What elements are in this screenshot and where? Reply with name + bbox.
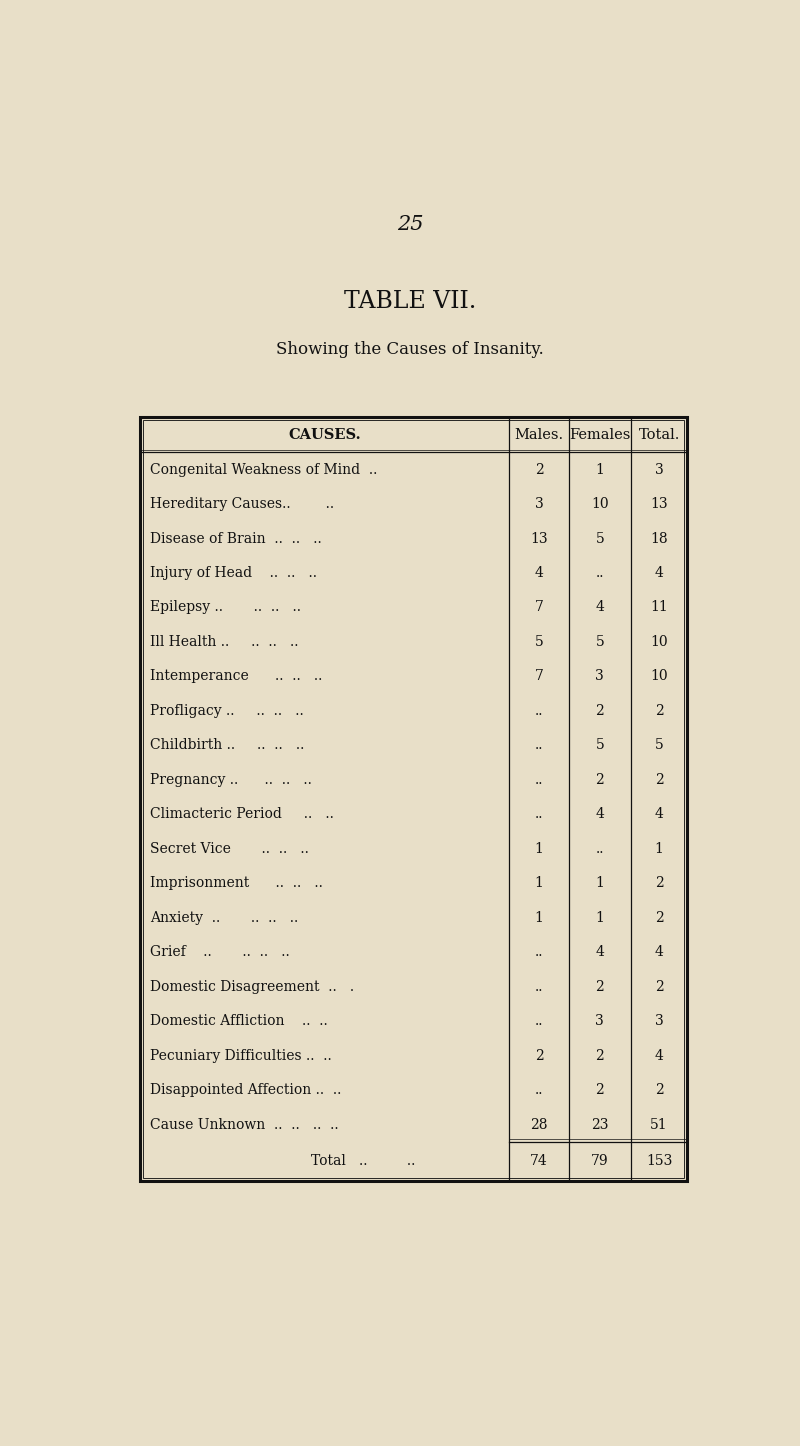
Text: 3: 3 <box>534 497 543 510</box>
Text: 2: 2 <box>654 911 663 925</box>
Text: 2: 2 <box>595 704 604 719</box>
Text: ..: .. <box>534 1015 543 1028</box>
Text: Epilepsy ..       ..  ..   ..: Epilepsy .. .. .. .. <box>150 600 302 615</box>
Text: Pecuniary Difficulties ..  ..: Pecuniary Difficulties .. .. <box>150 1048 332 1063</box>
Text: 1: 1 <box>534 842 543 856</box>
Text: 18: 18 <box>650 532 668 545</box>
Text: 11: 11 <box>650 600 668 615</box>
Text: Intemperance      ..  ..   ..: Intemperance .. .. .. <box>150 669 322 684</box>
Text: 1: 1 <box>595 463 604 477</box>
Bar <box>140 416 687 1181</box>
Text: 2: 2 <box>595 980 604 993</box>
Text: ..: .. <box>534 774 543 787</box>
Text: 2: 2 <box>595 774 604 787</box>
Text: 2: 2 <box>654 876 663 891</box>
Text: 13: 13 <box>650 497 668 510</box>
Text: Childbirth ..     ..  ..   ..: Childbirth .. .. .. .. <box>150 739 305 752</box>
Text: ..: .. <box>534 807 543 821</box>
Text: TABLE VII.: TABLE VII. <box>344 289 476 312</box>
Text: 79: 79 <box>591 1154 609 1168</box>
Text: 28: 28 <box>530 1118 548 1132</box>
Text: 1: 1 <box>654 842 664 856</box>
Text: Males.: Males. <box>514 428 563 441</box>
Text: 5: 5 <box>595 739 604 752</box>
Text: Secret Vice       ..  ..   ..: Secret Vice .. .. .. <box>150 842 310 856</box>
Text: 7: 7 <box>534 600 543 615</box>
Text: ..: .. <box>596 565 604 580</box>
Text: 4: 4 <box>595 600 604 615</box>
Text: 3: 3 <box>654 463 663 477</box>
Text: Pregnancy ..      ..  ..   ..: Pregnancy .. .. .. .. <box>150 774 312 787</box>
Text: 4: 4 <box>654 1048 664 1063</box>
Text: Congenital Weakness of Mind  ..: Congenital Weakness of Mind .. <box>150 463 378 477</box>
Text: Disappointed Affection ..  ..: Disappointed Affection .. .. <box>150 1083 342 1098</box>
Text: 1: 1 <box>534 911 543 925</box>
Text: 153: 153 <box>646 1154 672 1168</box>
Text: 4: 4 <box>595 946 604 960</box>
Text: 2: 2 <box>534 1048 543 1063</box>
Text: CAUSES.: CAUSES. <box>289 428 361 441</box>
Text: 5: 5 <box>534 635 543 649</box>
Text: ..: .. <box>596 842 604 856</box>
Text: 5: 5 <box>595 532 604 545</box>
Text: Ill Health ..     ..  ..   ..: Ill Health .. .. .. .. <box>150 635 299 649</box>
Text: 13: 13 <box>530 532 548 545</box>
Text: 2: 2 <box>595 1083 604 1098</box>
Text: 10: 10 <box>591 497 609 510</box>
Text: ..: .. <box>534 946 543 960</box>
Text: ..: .. <box>534 1083 543 1098</box>
Text: 1: 1 <box>595 876 604 891</box>
Text: ..: .. <box>534 980 543 993</box>
Text: 4: 4 <box>534 565 543 580</box>
Text: 74: 74 <box>530 1154 548 1168</box>
Text: Hereditary Causes..        ..: Hereditary Causes.. .. <box>150 497 334 510</box>
Text: Anxiety  ..       ..  ..   ..: Anxiety .. .. .. .. <box>150 911 298 925</box>
Text: Total   ..         ..: Total .. .. <box>311 1154 416 1168</box>
Text: Imprisonment      ..  ..   ..: Imprisonment .. .. .. <box>150 876 323 891</box>
Text: Total.: Total. <box>638 428 680 441</box>
Text: 2: 2 <box>654 704 663 719</box>
Text: 2: 2 <box>654 1083 663 1098</box>
Text: 10: 10 <box>650 635 668 649</box>
Text: 3: 3 <box>595 669 604 684</box>
Text: 2: 2 <box>654 980 663 993</box>
Text: 7: 7 <box>534 669 543 684</box>
Text: 23: 23 <box>591 1118 609 1132</box>
Text: ..: .. <box>534 739 543 752</box>
Text: 51: 51 <box>650 1118 668 1132</box>
Text: 3: 3 <box>654 1015 663 1028</box>
Text: ..: .. <box>534 704 543 719</box>
Text: Profligacy ..     ..  ..   ..: Profligacy .. .. .. .. <box>150 704 304 719</box>
Text: 3: 3 <box>595 1015 604 1028</box>
Text: Domestic Disagreement  ..   .: Domestic Disagreement .. . <box>150 980 354 993</box>
Text: 10: 10 <box>650 669 668 684</box>
Text: Disease of Brain  ..  ..   ..: Disease of Brain .. .. .. <box>150 532 322 545</box>
Text: 2: 2 <box>534 463 543 477</box>
Text: Grief    ..       ..  ..   ..: Grief .. .. .. .. <box>150 946 290 960</box>
Text: Females: Females <box>569 428 630 441</box>
Text: Injury of Head    ..  ..   ..: Injury of Head .. .. .. <box>150 565 318 580</box>
Text: 1: 1 <box>534 876 543 891</box>
Text: 4: 4 <box>595 807 604 821</box>
Text: 25: 25 <box>397 215 423 234</box>
Text: 4: 4 <box>654 565 664 580</box>
Text: 4: 4 <box>654 946 664 960</box>
Text: 5: 5 <box>595 635 604 649</box>
Text: 4: 4 <box>654 807 664 821</box>
Text: 1: 1 <box>595 911 604 925</box>
Text: Cause Unknown  ..  ..   ..  ..: Cause Unknown .. .. .. .. <box>150 1118 339 1132</box>
Text: 2: 2 <box>654 774 663 787</box>
Bar <box>143 419 684 1177</box>
Text: Showing the Causes of Insanity.: Showing the Causes of Insanity. <box>276 341 544 357</box>
Text: Domestic Affliction    ..  ..: Domestic Affliction .. .. <box>150 1015 328 1028</box>
Text: 5: 5 <box>654 739 663 752</box>
Text: 2: 2 <box>595 1048 604 1063</box>
Text: Climacteric Period     ..   ..: Climacteric Period .. .. <box>150 807 334 821</box>
